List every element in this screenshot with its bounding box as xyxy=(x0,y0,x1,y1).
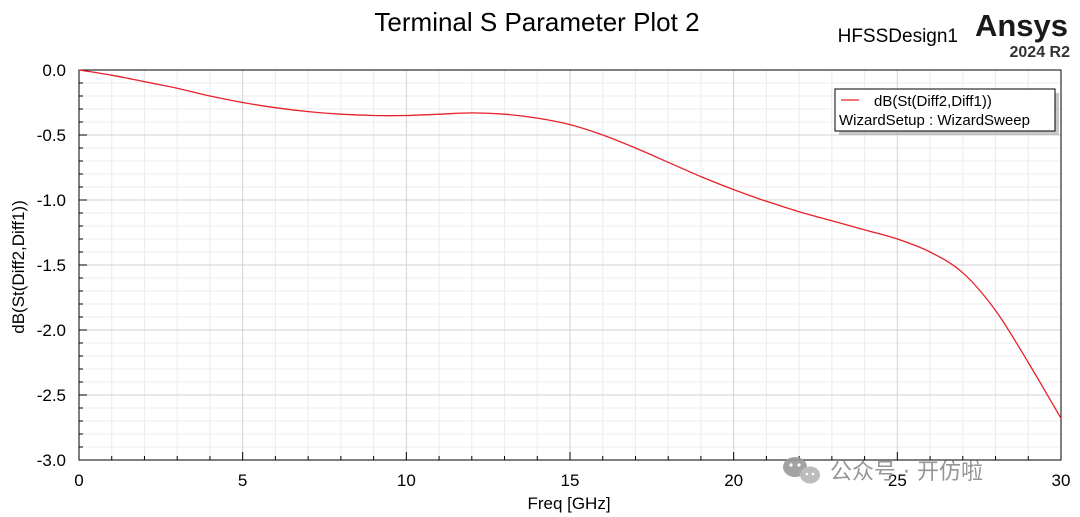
design-name: HFSSDesign1 xyxy=(838,26,958,47)
x-tick-labels: 0 5 10 15 20 25 30 xyxy=(74,471,1070,490)
y-tick-label: -2.0 xyxy=(37,321,66,340)
watermark: 公众号 · 开仿啦 xyxy=(783,457,983,485)
wechat-icon xyxy=(783,457,820,484)
watermark-text: 公众号 · 开仿啦 xyxy=(830,460,983,485)
plot-frame xyxy=(78,69,1062,461)
y-tick-labels: 0.0 -0.5 -1.0 -1.5 -2.0 -2.5 -3.0 xyxy=(37,61,66,470)
y-tick-label: -1.0 xyxy=(37,191,66,210)
series-layer xyxy=(78,69,1062,419)
x-axis-label: Freq [GHz] xyxy=(527,494,610,513)
x-tick-label: 10 xyxy=(397,471,416,490)
x-tick-label: 25 xyxy=(888,471,907,490)
x-tick-label: 30 xyxy=(1052,471,1071,490)
x-tick-label: 0 xyxy=(74,471,83,490)
y-tick-label: -0.5 xyxy=(37,126,66,145)
x-tick-label: 15 xyxy=(561,471,580,490)
legend[interactable]: dB(St(Diff2,Diff1)) WizardSetup : Wizard… xyxy=(834,88,1059,135)
brand-logo: Ansys xyxy=(975,8,1068,43)
y-tick-label: -3.0 xyxy=(37,451,66,470)
chart-title: Terminal S Parameter Plot 2 xyxy=(374,7,699,37)
legend-setup-label: WizardSetup : WizardSweep xyxy=(839,112,1030,129)
x-tick-label: 5 xyxy=(238,471,247,490)
version-label: 2024 R2 xyxy=(1010,44,1071,61)
y-tick-label: 0.0 xyxy=(42,61,66,80)
y-axis-label: dB(St(Diff2,Diff1)) xyxy=(9,200,28,334)
legend-series-name: dB(St(Diff2,Diff1)) xyxy=(874,93,992,110)
legend-box xyxy=(834,88,1056,132)
series-line xyxy=(78,69,1062,419)
x-tick-label: 20 xyxy=(724,471,743,490)
y-tick-label: -2.5 xyxy=(37,386,66,405)
y-tick-label: -1.5 xyxy=(37,256,66,275)
